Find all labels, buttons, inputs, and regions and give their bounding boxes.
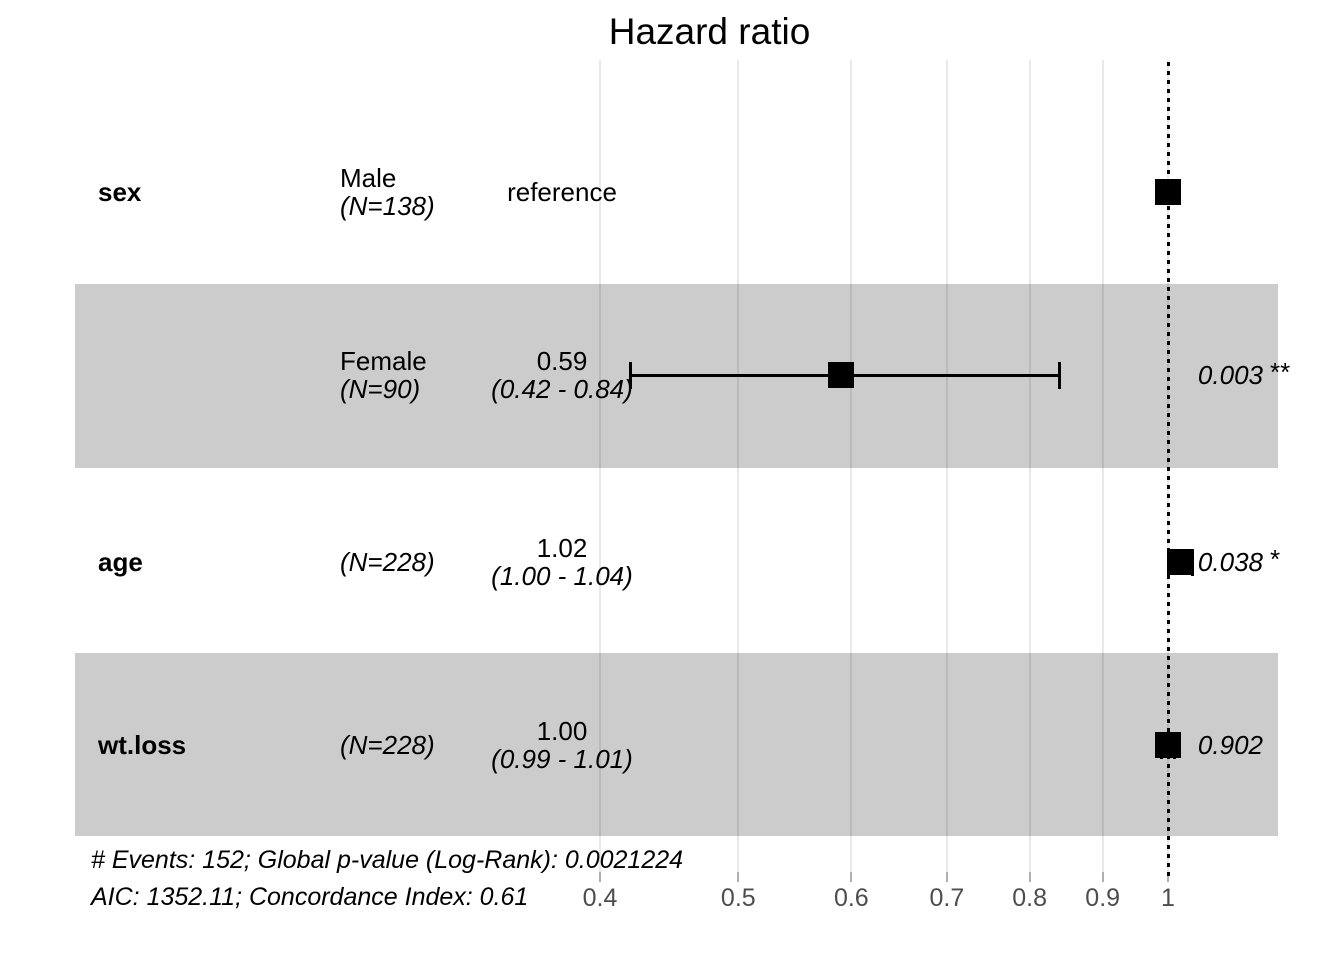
gridline [599, 60, 601, 872]
estimate-marker [1155, 732, 1181, 758]
ci-cap-low [628, 361, 632, 389]
row-ci-label: (1.00 - 1.04) [491, 561, 633, 591]
row-estimate-label: reference [507, 177, 617, 207]
row-variable-label: age [98, 547, 143, 577]
row-n-label: (N=138) [340, 191, 435, 221]
row-level-cell: Female (N=90) [340, 345, 427, 405]
gridline [1101, 60, 1104, 872]
row-estimate-cell: 0.59 (0.42 - 0.84) [412, 345, 712, 405]
row-significance-stars: * [1270, 544, 1281, 574]
row-level-cell: (N=228) [340, 715, 435, 775]
gridline [850, 60, 853, 872]
row-estimate-label: 1.02 [536, 533, 588, 563]
axis-tick-label: 0.6 [833, 884, 869, 912]
axis-tick-label: 1 [1161, 884, 1175, 912]
row-pvalue: 0.038 * [1063, 544, 1280, 578]
row-level-cell: (N=228) [340, 532, 435, 592]
axis-tick-label: 0.5 [720, 884, 756, 912]
axis-tick-label: 0.8 [1012, 884, 1048, 912]
estimate-marker [827, 362, 854, 388]
row-level-cell: Male (N=138) [340, 162, 435, 222]
row-n-label: (N=228) [340, 547, 435, 577]
row-level-label: Female [340, 346, 427, 376]
axis-tick [1028, 872, 1031, 882]
axis-tick [1101, 872, 1104, 882]
row-estimate-label: 0.59 [536, 346, 588, 376]
axis-tick [945, 872, 948, 882]
gridline [1028, 60, 1031, 872]
row-estimate-cell: 1.02 (1.00 - 1.04) [412, 532, 712, 592]
row-n-label: (N=90) [340, 374, 421, 404]
row-variable-label: sex [98, 177, 142, 207]
row-n-label: (N=228) [340, 730, 435, 760]
row-shading-band [75, 653, 1278, 836]
axis-tick-label: 0.7 [929, 884, 965, 912]
footer-line-events: # Events: 152; Global p-value (Log-Rank)… [91, 846, 684, 874]
row-ci-label: (0.99 - 1.01) [491, 744, 633, 774]
row-pvalue-number: 0.003 [1197, 360, 1263, 390]
axis-tick-label: 0.9 [1085, 884, 1121, 912]
ci-cap-high [1058, 361, 1062, 389]
estimate-marker [1155, 179, 1181, 205]
row-pvalue: 0.902 [1063, 729, 1263, 761]
row-significance-stars: ** [1270, 357, 1291, 387]
axis-tick-label: 0.4 [582, 884, 618, 912]
row-variable-label: wt.loss [98, 730, 187, 760]
axis-tick [850, 872, 853, 882]
gridline [737, 60, 740, 872]
row-level-label: Male [340, 163, 397, 193]
row-pvalue: 0.003 ** [1063, 357, 1290, 391]
plot-title: Hazard ratio [608, 11, 811, 52]
gridline [945, 60, 948, 872]
axis-tick [599, 872, 601, 882]
model-stats-footer: # Events: 152; Global p-value (Log-Rank)… [91, 842, 683, 916]
row-pvalue-number: 0.902 [1197, 730, 1263, 760]
axis-tick [737, 872, 740, 882]
reference-line [1166, 62, 1170, 880]
row-estimate-cell: reference [412, 162, 712, 222]
footer-line-aic: AIC: 1352.11; Concordance Index: 0.61 [91, 883, 529, 911]
estimate-marker [1167, 549, 1194, 575]
row-pvalue-number: 0.038 [1197, 547, 1263, 577]
row-estimate-label: 1.00 [536, 716, 588, 746]
row-estimate-cell: 1.00 (0.99 - 1.01) [412, 715, 712, 775]
row-ci-label: (0.42 - 0.84) [491, 374, 633, 404]
